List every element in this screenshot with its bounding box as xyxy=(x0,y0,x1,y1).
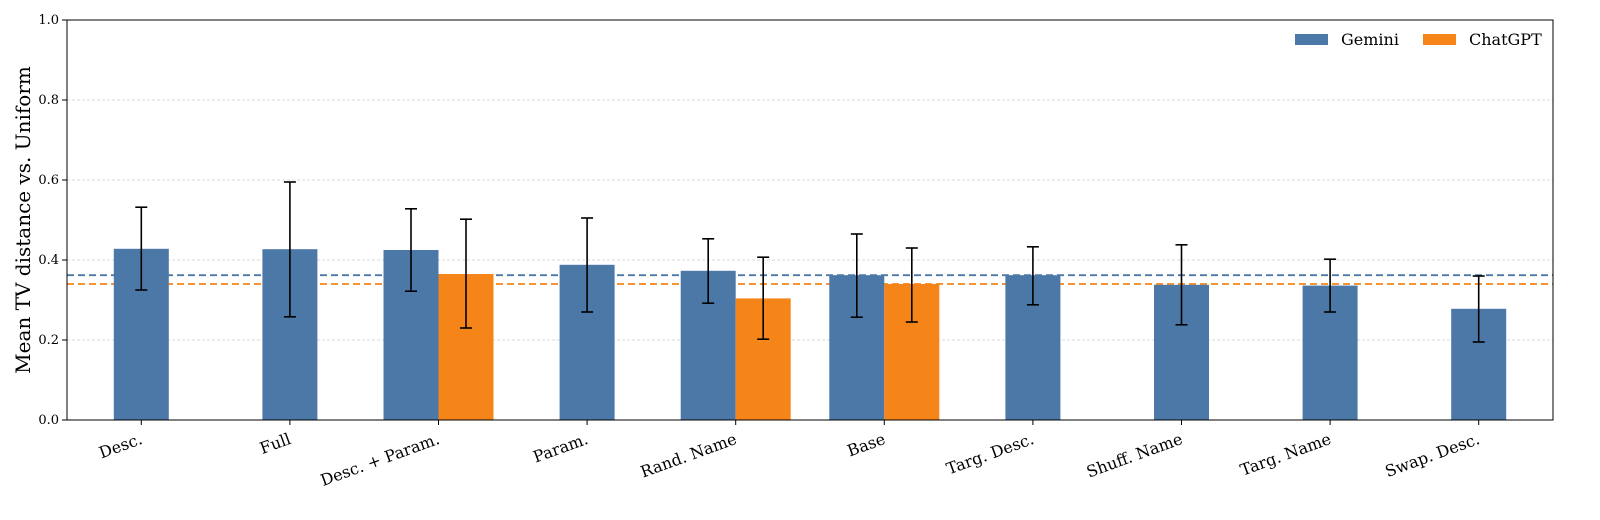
y-tick-label: 0.6 xyxy=(38,173,59,188)
y-tick-label: 0.2 xyxy=(38,333,59,348)
x-tick-label: Full xyxy=(257,429,293,458)
x-tick-label: Targ. Desc. xyxy=(944,429,1037,478)
legend-label-gemini: Gemini xyxy=(1341,30,1399,49)
legend-label-chatgpt: ChatGPT xyxy=(1469,30,1542,49)
x-tick-label: Rand. Name xyxy=(638,429,739,481)
y-axis: 0.0 0.2 0.4 0.6 0.8 1.0 xyxy=(38,13,67,428)
error-bars xyxy=(135,181,1485,343)
y-tick-label: 0.8 xyxy=(38,93,59,108)
x-axis: Desc. Full Desc. + Param. Param. Rand. Name B… xyxy=(96,420,1482,490)
x-tick-label: Targ. Name xyxy=(1238,429,1334,479)
y-tick-label: 0.4 xyxy=(38,253,59,268)
x-tick-label: Desc. xyxy=(96,429,144,462)
plot-frame xyxy=(66,19,1554,421)
x-tick-label: Desc. + Param. xyxy=(318,429,442,490)
legend: Gemini ChatGPT xyxy=(1295,30,1542,49)
x-tick-label: Param. xyxy=(530,429,590,466)
y-axis-title: Mean TV distance vs. Uniform xyxy=(11,66,35,374)
legend-swatch-gemini xyxy=(1295,34,1328,45)
x-tick-label: Swap. Desc. xyxy=(1382,429,1482,481)
x-tick-label: Shuff. Name xyxy=(1084,429,1185,481)
x-tick-label: Base xyxy=(845,429,888,460)
legend-swatch-chatgpt xyxy=(1423,34,1456,45)
y-tick-label: 0.0 xyxy=(38,413,59,428)
y-tick-label: 1.0 xyxy=(38,13,59,28)
